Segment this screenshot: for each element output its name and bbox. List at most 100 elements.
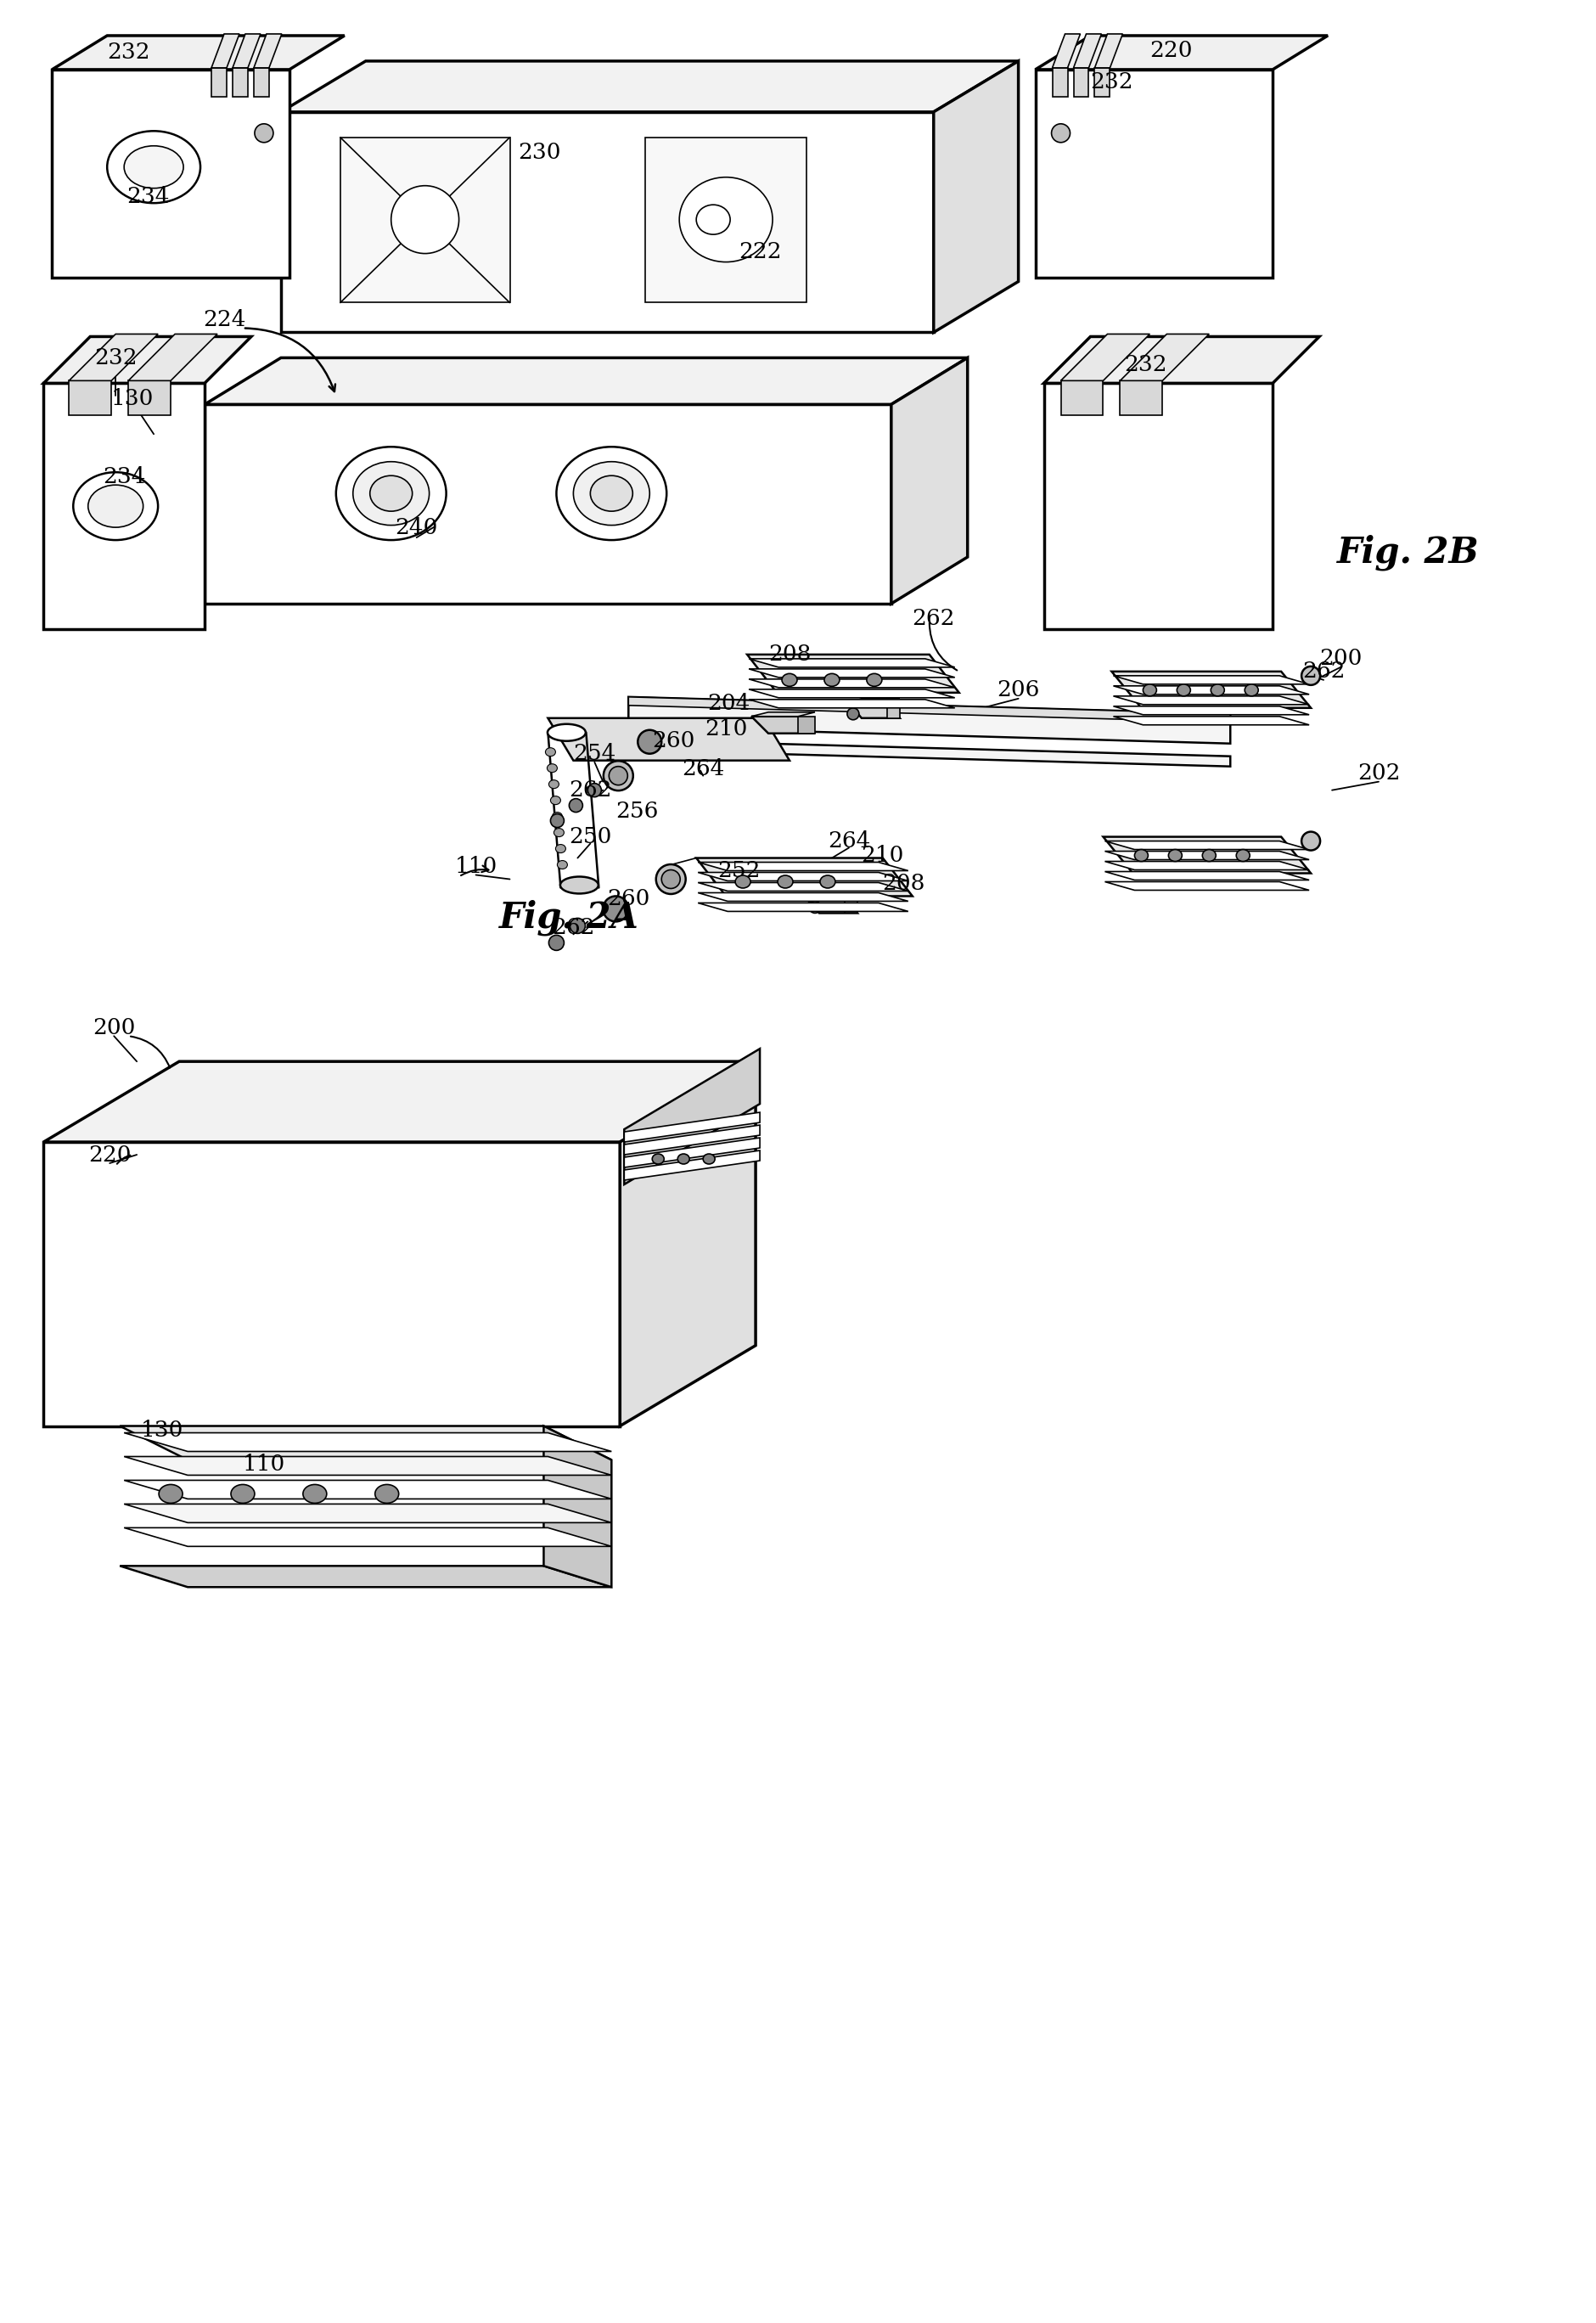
Ellipse shape xyxy=(73,472,158,539)
Polygon shape xyxy=(43,383,204,630)
Ellipse shape xyxy=(651,1155,664,1164)
Ellipse shape xyxy=(107,130,200,202)
Polygon shape xyxy=(806,899,857,913)
Polygon shape xyxy=(69,335,158,381)
Ellipse shape xyxy=(88,486,144,527)
Polygon shape xyxy=(547,718,788,760)
Polygon shape xyxy=(43,1062,755,1143)
Ellipse shape xyxy=(1176,685,1191,697)
Polygon shape xyxy=(1104,850,1309,860)
Ellipse shape xyxy=(549,936,563,950)
Polygon shape xyxy=(798,715,814,734)
Polygon shape xyxy=(619,1062,755,1426)
Polygon shape xyxy=(697,892,908,901)
Ellipse shape xyxy=(557,860,567,869)
Text: Fig. 2B: Fig. 2B xyxy=(1336,534,1479,571)
Text: 264: 264 xyxy=(681,757,725,781)
Polygon shape xyxy=(1104,841,1309,850)
Polygon shape xyxy=(844,899,857,913)
Ellipse shape xyxy=(1168,850,1181,862)
Polygon shape xyxy=(1044,383,1272,630)
Polygon shape xyxy=(1119,381,1162,416)
Ellipse shape xyxy=(547,764,557,771)
Ellipse shape xyxy=(1050,123,1069,142)
Polygon shape xyxy=(629,697,1229,722)
Text: 260: 260 xyxy=(651,729,694,753)
Ellipse shape xyxy=(734,876,750,887)
Ellipse shape xyxy=(391,186,458,253)
Polygon shape xyxy=(1103,836,1310,873)
Ellipse shape xyxy=(677,1155,689,1164)
Polygon shape xyxy=(124,1480,611,1498)
Text: 256: 256 xyxy=(614,801,658,822)
Text: 262: 262 xyxy=(1301,660,1344,683)
Text: 222: 222 xyxy=(737,242,780,262)
Ellipse shape xyxy=(254,123,273,142)
Ellipse shape xyxy=(570,918,584,934)
Ellipse shape xyxy=(158,1484,182,1503)
Text: 260: 260 xyxy=(606,887,650,908)
Polygon shape xyxy=(1095,35,1122,67)
Polygon shape xyxy=(128,381,171,416)
Polygon shape xyxy=(120,1566,611,1587)
Ellipse shape xyxy=(124,146,184,188)
Polygon shape xyxy=(1112,706,1309,715)
Text: 232: 232 xyxy=(107,42,150,63)
Polygon shape xyxy=(1112,676,1309,685)
Text: 210: 210 xyxy=(704,718,747,739)
Ellipse shape xyxy=(782,674,796,685)
Ellipse shape xyxy=(555,846,565,853)
Polygon shape xyxy=(752,713,814,715)
Polygon shape xyxy=(747,655,959,692)
Polygon shape xyxy=(806,894,857,899)
Polygon shape xyxy=(1034,70,1272,276)
Polygon shape xyxy=(1104,862,1309,869)
Polygon shape xyxy=(43,1143,619,1426)
Polygon shape xyxy=(697,862,908,871)
Polygon shape xyxy=(849,704,899,718)
Text: 234: 234 xyxy=(126,186,169,207)
Polygon shape xyxy=(1073,35,1101,67)
Polygon shape xyxy=(696,857,911,897)
Ellipse shape xyxy=(303,1484,327,1503)
Text: 254: 254 xyxy=(573,743,616,764)
Text: 240: 240 xyxy=(394,516,437,539)
Polygon shape xyxy=(233,67,247,98)
Ellipse shape xyxy=(549,781,559,787)
Polygon shape xyxy=(124,1457,611,1475)
Ellipse shape xyxy=(1301,667,1320,685)
Polygon shape xyxy=(69,381,112,416)
Polygon shape xyxy=(254,67,268,98)
Polygon shape xyxy=(1060,381,1103,416)
Text: 200: 200 xyxy=(1318,648,1361,669)
Polygon shape xyxy=(53,35,345,70)
Ellipse shape xyxy=(702,1155,715,1164)
Text: 232: 232 xyxy=(1124,353,1167,376)
Polygon shape xyxy=(53,70,289,276)
Polygon shape xyxy=(128,335,217,381)
Polygon shape xyxy=(1095,67,1109,98)
Text: 250: 250 xyxy=(568,827,611,848)
Polygon shape xyxy=(624,1048,760,1185)
Polygon shape xyxy=(1073,67,1088,98)
Ellipse shape xyxy=(573,462,650,525)
Ellipse shape xyxy=(603,897,629,922)
Polygon shape xyxy=(254,35,281,67)
Polygon shape xyxy=(281,112,934,332)
Text: 110: 110 xyxy=(243,1454,286,1475)
Polygon shape xyxy=(697,873,908,880)
Ellipse shape xyxy=(591,476,632,511)
Polygon shape xyxy=(1052,67,1068,98)
Polygon shape xyxy=(752,715,814,734)
Ellipse shape xyxy=(777,876,793,887)
Text: 220: 220 xyxy=(88,1145,131,1166)
Ellipse shape xyxy=(1235,850,1250,862)
Text: 208: 208 xyxy=(768,643,811,664)
Polygon shape xyxy=(120,1426,611,1459)
Ellipse shape xyxy=(552,813,562,820)
Polygon shape xyxy=(43,337,251,383)
Ellipse shape xyxy=(824,674,839,685)
Polygon shape xyxy=(934,60,1018,332)
Ellipse shape xyxy=(1133,850,1148,862)
Ellipse shape xyxy=(1301,832,1320,850)
